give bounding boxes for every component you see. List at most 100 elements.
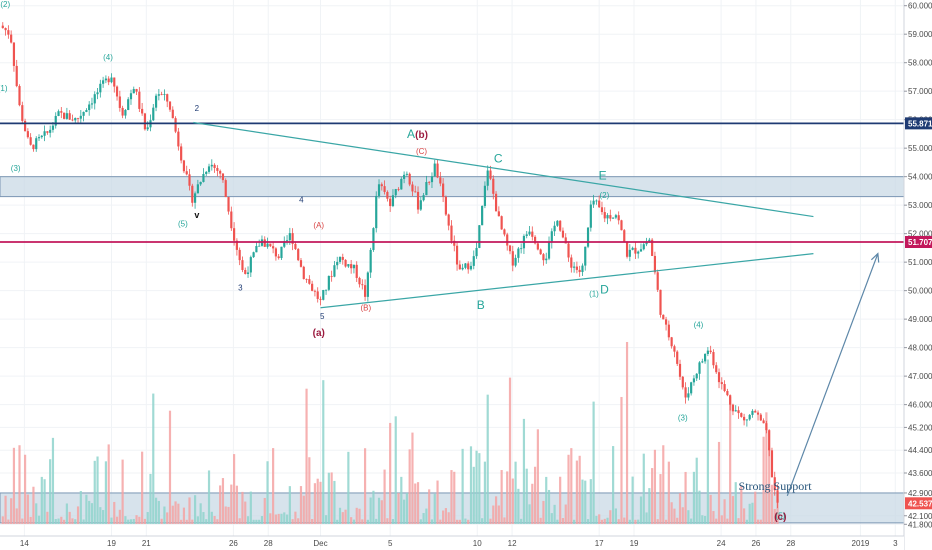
candle-down xyxy=(277,256,280,259)
candle-up xyxy=(403,174,406,179)
volume-bar xyxy=(65,503,68,524)
candle-up xyxy=(255,246,258,253)
volume-bar xyxy=(472,466,475,524)
volume-bar xyxy=(584,480,587,524)
volume-bar xyxy=(690,518,693,524)
price-tick-label: 49.000 xyxy=(908,315,932,324)
candle-down xyxy=(603,212,606,219)
candle-up xyxy=(751,410,754,415)
volume-bar xyxy=(455,519,459,524)
volume-bar xyxy=(659,474,662,524)
price-tick-label: 41.800 xyxy=(908,520,932,529)
volume-bar xyxy=(400,476,403,524)
volume-bar xyxy=(511,478,514,524)
candle-down xyxy=(46,131,49,133)
wave-label: (a) xyxy=(313,328,325,339)
volume-bar xyxy=(180,519,183,524)
candle-up xyxy=(102,80,105,84)
candle-down xyxy=(416,191,420,210)
volume-bar xyxy=(141,451,144,524)
volume-bar xyxy=(127,519,130,524)
candle-down xyxy=(776,490,779,503)
price-tick-label: 53.000 xyxy=(908,201,932,210)
time-tick-label: 28 xyxy=(786,539,795,548)
candle-up xyxy=(425,181,428,196)
volume-bar xyxy=(244,501,247,524)
volume-bar xyxy=(221,478,225,524)
volume-bar xyxy=(311,519,314,524)
candle-down xyxy=(659,289,662,315)
candle-up xyxy=(422,195,425,201)
candle-up xyxy=(96,92,99,95)
volume-bar xyxy=(57,518,60,524)
time-tick-label: 14 xyxy=(20,539,29,548)
volume-bar xyxy=(193,495,197,524)
price-tick-label: 42.100 xyxy=(908,512,932,521)
candle-up xyxy=(433,163,436,177)
volume-bar xyxy=(684,471,687,524)
candle-down xyxy=(712,352,715,366)
candle-down xyxy=(453,240,456,246)
candle-up xyxy=(347,264,350,267)
volume-bar xyxy=(486,394,489,524)
candle-down xyxy=(542,254,545,261)
volume-bar xyxy=(49,459,52,524)
volume-bar xyxy=(564,504,567,524)
volume-bar xyxy=(475,450,478,524)
volume-bar xyxy=(481,518,484,524)
candle-down xyxy=(121,107,124,116)
volume-bar xyxy=(51,437,55,524)
candle-down xyxy=(756,412,760,415)
candle-up xyxy=(51,125,55,130)
candle-down xyxy=(759,414,762,421)
volume-bar xyxy=(12,447,16,524)
volume-bar xyxy=(639,496,643,524)
candle-up xyxy=(645,242,648,245)
candle-up xyxy=(283,241,286,247)
volume-bar xyxy=(723,499,726,524)
volume-bar xyxy=(556,519,559,524)
volume-bar xyxy=(703,515,707,524)
volume-bar xyxy=(40,476,43,524)
candle-up xyxy=(333,265,336,277)
candle-up xyxy=(734,410,737,412)
candle-up xyxy=(628,249,631,257)
volume-bar xyxy=(213,515,216,524)
volume-bar xyxy=(720,515,723,524)
volume-bar xyxy=(171,505,174,524)
candle-down xyxy=(191,185,194,203)
volume-bar xyxy=(759,519,762,524)
volume-bar xyxy=(330,472,333,524)
candle-down xyxy=(511,251,514,266)
candle-up xyxy=(246,272,250,274)
candle-up xyxy=(163,94,166,95)
volume-bar xyxy=(15,508,18,524)
candle-up xyxy=(517,248,520,258)
volume-bar xyxy=(366,519,369,524)
volume-bar xyxy=(54,519,57,524)
volume-bar xyxy=(706,359,709,524)
candle-up xyxy=(520,248,523,250)
volume-bar xyxy=(160,518,163,524)
price-tick-label: 44.400 xyxy=(908,446,932,455)
candle-up xyxy=(528,231,531,235)
volume-bar xyxy=(734,482,737,524)
candle-up xyxy=(193,193,197,203)
candle-up xyxy=(124,109,127,116)
candle-down xyxy=(71,119,74,121)
volume-bar xyxy=(673,508,676,524)
candle-up xyxy=(252,252,255,258)
candle-down xyxy=(709,350,712,353)
candle-down xyxy=(305,278,308,280)
volume-bar xyxy=(219,485,222,524)
candle-up xyxy=(375,195,378,229)
wave-label: (A) xyxy=(313,221,324,230)
candle-up xyxy=(701,361,704,363)
volume-bar xyxy=(461,448,464,524)
volume-bar xyxy=(414,483,417,524)
volume-bar xyxy=(249,491,252,524)
volume-bar xyxy=(386,518,389,524)
volume-bar xyxy=(743,508,746,524)
volume-bar xyxy=(492,505,495,524)
